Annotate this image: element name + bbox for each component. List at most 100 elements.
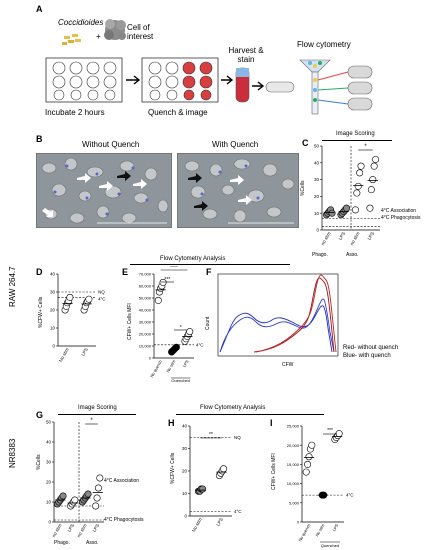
flow-title-nr-rule bbox=[176, 414, 324, 415]
step-quench: Quench & image bbox=[148, 108, 208, 117]
x-tick-label: LPS bbox=[182, 359, 190, 368]
x-tick-label: LPS bbox=[338, 231, 347, 241]
ref-label: 4°C bbox=[196, 342, 204, 347]
panel-g-title-rule bbox=[58, 414, 136, 415]
significance-label: ** bbox=[209, 432, 213, 438]
data-point bbox=[328, 209, 336, 217]
data-point bbox=[308, 441, 316, 449]
data-point bbox=[94, 484, 102, 492]
data-point bbox=[220, 465, 228, 473]
significance-label: *** bbox=[164, 277, 170, 283]
data-point bbox=[186, 328, 194, 336]
cell-icon bbox=[104, 19, 126, 40]
panel-label-b: B bbox=[36, 134, 43, 144]
y-tick-label: 0 bbox=[297, 520, 300, 525]
data-point bbox=[366, 204, 374, 212]
x-tick-label: no stim bbox=[76, 523, 88, 538]
y-tick-label: 70,000 bbox=[139, 272, 152, 277]
y-tick-label: 40 bbox=[50, 272, 56, 277]
panel-h-chart: 40 30 20 10 0 No stim LPS ** NQ 4°C bbox=[182, 424, 242, 533]
nq-label: NQ bbox=[234, 435, 241, 440]
legend-blue: Blue- with quench bbox=[343, 353, 391, 359]
y-tick-label: 30 bbox=[46, 460, 52, 465]
well-plate-quenched bbox=[141, 57, 219, 103]
histogram-red-1 bbox=[253, 277, 335, 353]
panel-i-chart: 25,000 20,000 15,000 10,000 5,000 0No quench N… bbox=[287, 424, 355, 548]
y-tick-label: 20,000 bbox=[287, 443, 300, 448]
panel-g-ref1: 4°C Association bbox=[104, 478, 140, 484]
y-tick-label: 20 bbox=[50, 308, 56, 313]
flow-title-raw: Flow Cytometry Analysis bbox=[160, 256, 226, 262]
data-point bbox=[59, 492, 67, 500]
panel-f-ylabel: Count bbox=[205, 316, 211, 330]
panel-c-group-asso: Asso. bbox=[346, 252, 359, 258]
y-tick-label: 15,000 bbox=[287, 462, 300, 467]
y-tick-label: 0 bbox=[149, 356, 152, 361]
x-tick-label: No quench bbox=[149, 359, 163, 378]
step-incubate: Incubate 2 hours bbox=[45, 108, 105, 117]
panel-c-title: Image Scoring bbox=[336, 131, 375, 137]
panel-c-title-rule bbox=[322, 140, 392, 141]
title-without-quench: Without Quench bbox=[82, 140, 140, 149]
x-tick-label: LPS bbox=[215, 517, 224, 527]
data-point bbox=[372, 155, 380, 163]
panel-label-i: I bbox=[270, 418, 273, 428]
panel-d-chart: 40 30 20 10 0No stim LPS NQ4°C bbox=[50, 272, 106, 363]
micrograph-without-quench bbox=[36, 153, 172, 228]
quenched-label: Quenched bbox=[171, 378, 189, 382]
y-tick-label: 0 bbox=[52, 344, 55, 349]
data-point bbox=[66, 293, 74, 301]
y-tick-label: 10,000 bbox=[287, 481, 300, 486]
panel-label-f: F bbox=[206, 267, 212, 277]
panel-g-title: Image Scoring bbox=[78, 405, 117, 411]
panel-label-g: G bbox=[36, 410, 44, 420]
flow-tube-icon bbox=[265, 81, 295, 93]
y-tick-label: 50 bbox=[46, 420, 52, 425]
well-plate-empty bbox=[45, 57, 123, 103]
y-tick-label: 10,000 bbox=[139, 344, 152, 349]
data-point bbox=[159, 278, 167, 286]
y-tick-label: 0 bbox=[316, 228, 319, 233]
y-tick-label: 10 bbox=[50, 326, 56, 331]
histogram-red-2 bbox=[255, 274, 337, 353]
y-tick-label: 30 bbox=[182, 446, 188, 451]
quenched-label: Quenched bbox=[321, 543, 339, 548]
data-point bbox=[84, 490, 92, 498]
flow-cytometer-icon bbox=[299, 59, 373, 115]
organism-label: Coccidioides bbox=[58, 18, 104, 27]
y-tick-label: 20 bbox=[46, 480, 52, 485]
significance-label: * bbox=[90, 418, 93, 424]
x-tick-label: no stim bbox=[349, 231, 361, 246]
data-point bbox=[305, 453, 313, 461]
y-tick-label: 10 bbox=[314, 211, 320, 216]
data-point bbox=[351, 206, 359, 214]
x-tick-label: no stim bbox=[51, 523, 63, 538]
data-point bbox=[343, 204, 351, 212]
significance-label: *** bbox=[327, 428, 333, 434]
spore-icon bbox=[62, 34, 81, 45]
panel-i-ylabel: CFW+ Cells MFI bbox=[271, 453, 277, 490]
panel-label-c: C bbox=[302, 138, 309, 148]
data-point bbox=[354, 182, 362, 190]
y-tick-label: 40,000 bbox=[139, 308, 152, 313]
panel-g-group-phago: Phago. bbox=[54, 540, 70, 546]
panel-c-ref2: 4°C Phagocytosis bbox=[381, 215, 421, 221]
legend-red: Red- without quench bbox=[343, 345, 399, 351]
nq-label: NQ bbox=[98, 290, 105, 295]
data-point bbox=[356, 169, 364, 177]
x-tick-label: No quench bbox=[297, 523, 311, 542]
y-tick-label: 25,000 bbox=[287, 424, 300, 429]
y-tick-label: 30 bbox=[314, 177, 320, 182]
data-point bbox=[302, 468, 310, 476]
data-point bbox=[92, 502, 100, 510]
histogram-plot bbox=[217, 273, 339, 357]
histogram-blue-1 bbox=[219, 305, 333, 353]
data-point bbox=[199, 485, 207, 493]
y-tick-label: 50 bbox=[314, 144, 320, 149]
arrow-icon bbox=[252, 81, 265, 91]
y-tick-label: 60,000 bbox=[139, 284, 152, 289]
x-tick-label: No stim bbox=[314, 522, 325, 537]
data-point bbox=[353, 189, 361, 197]
